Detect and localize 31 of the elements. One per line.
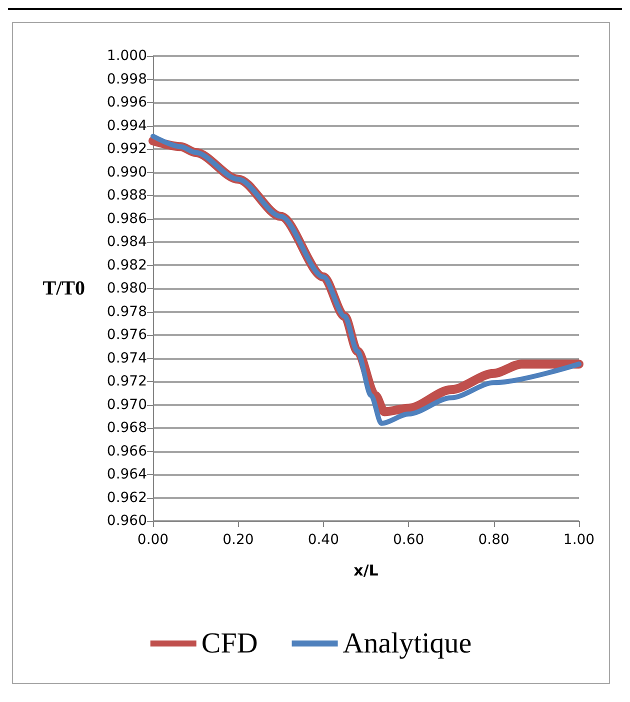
y-tick-label: 0.960	[106, 513, 147, 529]
y-axis-title: T/T0	[42, 278, 85, 300]
y-tick-label: 0.998	[106, 71, 147, 88]
y-tick-label: 0.962	[106, 490, 147, 506]
y-tick-label: 0.994	[106, 118, 148, 134]
y-tick-label: 0.990	[106, 164, 147, 180]
x-tick-label: 0.60	[393, 532, 424, 548]
y-tick-label: 0.976	[106, 327, 148, 343]
y-tick-label: 1.000	[106, 48, 147, 64]
x-tick-label: 0.40	[308, 532, 339, 548]
y-tick-label: 0.968	[106, 420, 147, 436]
y-tick-label: 0.964	[106, 466, 148, 482]
legend-label: Analytique	[342, 628, 472, 660]
y-tick-label: 0.970	[106, 396, 147, 413]
x-tick-label: 0.00	[137, 532, 169, 548]
legend-label: CFD	[201, 628, 258, 660]
y-tick-label: 0.992	[106, 141, 147, 157]
y-tick-label: 0.980	[106, 280, 147, 296]
y-tick-label: 0.984	[106, 234, 148, 250]
x-tick-label: 0.20	[222, 532, 254, 548]
y-tick-label: 0.986	[106, 210, 148, 227]
y-tick-label: 0.966	[106, 443, 148, 460]
x-tick-label: 1.00	[563, 532, 595, 548]
y-tick-label: 0.978	[106, 304, 147, 320]
y-tick-label: 0.982	[106, 257, 147, 274]
x-tick-label: 0.80	[478, 532, 510, 548]
y-tick-label: 0.988	[106, 188, 147, 204]
y-tick-label: 0.974	[106, 350, 148, 366]
x-axis-title: x/L	[354, 562, 379, 580]
y-tick-label: 0.972	[106, 374, 147, 390]
y-tick-label: 0.996	[106, 94, 148, 110]
